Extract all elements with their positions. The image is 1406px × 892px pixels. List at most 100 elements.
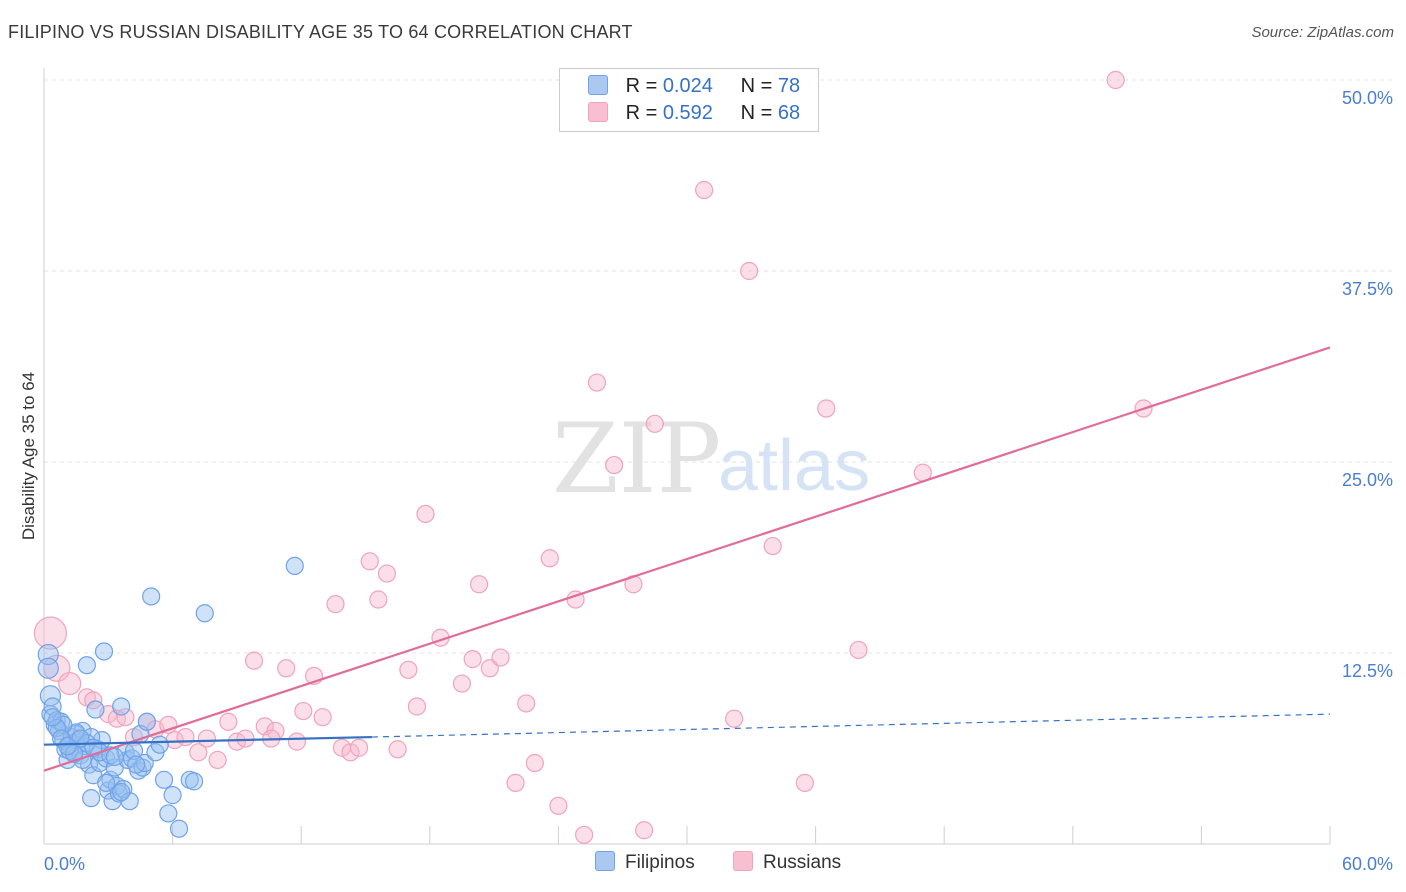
russians-point <box>116 708 135 727</box>
russians-point <box>236 729 255 748</box>
russians-point <box>287 732 307 751</box>
filipinos-point <box>195 604 214 623</box>
russians-point <box>635 821 654 840</box>
filipinos-point <box>127 755 146 774</box>
russians-point <box>480 659 499 678</box>
filipinos-legend-swatch <box>595 851 615 871</box>
legend-item-filipinos: Filipinos <box>595 851 695 874</box>
legend-r-label: R = <box>625 102 658 124</box>
legend-r-value: 0.024 <box>662 75 713 97</box>
filipinos-point <box>64 744 84 763</box>
russians-point <box>313 708 332 727</box>
chart-title: FILIPINO VS RUSSIAN DISABILITY AGE 35 TO… <box>8 22 633 42</box>
y-tick-label: 37.5% <box>1342 279 1393 299</box>
russians-point <box>294 701 313 721</box>
filipinos-point <box>47 718 66 737</box>
filipinos-point <box>52 729 71 748</box>
russians-point <box>388 740 407 759</box>
russians-point <box>399 660 418 679</box>
y-tick-labels: 12.5% 25.0% 37.5% 50.0% <box>1342 88 1393 681</box>
russians-point <box>645 414 664 433</box>
y-tick-label: 25.0% <box>1342 470 1393 490</box>
x-tick-label: 0.0% <box>44 854 85 874</box>
russians-point <box>452 674 472 693</box>
russians-point <box>208 750 227 770</box>
filipinos-point <box>112 782 131 802</box>
filipinos-point <box>184 772 204 791</box>
russians-point <box>58 671 82 696</box>
legend-r-value: 0.592 <box>662 102 713 124</box>
russians-point <box>33 616 68 650</box>
russians-point <box>540 549 559 568</box>
y-tick-label: 50.0% <box>1342 88 1393 108</box>
russians-point <box>416 504 435 524</box>
russians-point <box>326 595 345 614</box>
russians-points <box>33 70 1153 844</box>
filipinos-point <box>159 804 178 823</box>
legend-n-label: N = <box>740 75 773 97</box>
russians-point <box>575 825 594 844</box>
russians-point <box>197 729 216 748</box>
russians-point <box>360 552 379 571</box>
watermark: ZIP atlas <box>552 403 870 515</box>
russians-point <box>349 738 369 757</box>
russians-point <box>407 697 427 716</box>
filipinos-swatch <box>588 75 608 95</box>
russians-point <box>219 712 238 731</box>
russians-point <box>277 659 296 678</box>
russians-point <box>605 455 624 475</box>
russians-point <box>244 651 264 670</box>
russians-point <box>795 773 814 792</box>
russians-point <box>189 743 208 762</box>
russians-point <box>695 180 714 200</box>
russians-point <box>849 640 868 660</box>
russians-point <box>525 753 544 773</box>
russians-point <box>369 590 388 609</box>
russians-point <box>506 773 525 792</box>
filipinos-trend-line <box>43 735 372 746</box>
source-label: Source: ZipAtlas.com <box>1251 24 1394 41</box>
filipinos-point <box>150 735 169 754</box>
filipinos-point <box>154 770 174 789</box>
legend-r-label: R = <box>625 75 658 97</box>
russians-point <box>740 261 759 281</box>
russians-point <box>341 743 360 762</box>
russians-point <box>491 648 510 667</box>
trend-lines <box>43 346 1331 772</box>
russians-point <box>377 564 397 583</box>
filipinos-point <box>285 556 304 576</box>
x-tick-labels: 0.0% 60.0% <box>44 854 1393 874</box>
correlation-legend: R = 0.024 N = 78 R = 0.592 N = 68 <box>559 68 819 132</box>
legend-n-value: 68 <box>777 102 801 124</box>
legend-item-russians: Russians <box>733 851 841 874</box>
filipinos-point <box>86 700 105 719</box>
russians-point <box>1106 70 1125 90</box>
filipinos-point <box>58 737 77 756</box>
filipinos-point <box>142 587 161 606</box>
watermark-atlas: atlas <box>718 426 870 506</box>
legend-n-value: 78 <box>777 75 801 97</box>
gridlines <box>44 79 1392 654</box>
y-axis-label: Disability Age 35 to 64 <box>19 372 38 540</box>
russians-point <box>517 694 536 713</box>
russians-point <box>549 796 568 815</box>
russians-point <box>817 399 836 418</box>
russians-swatch <box>588 102 608 122</box>
y-tick-label: 12.5% <box>1342 661 1393 681</box>
filipinos-legend-label: Filipinos <box>625 852 695 873</box>
russians-point <box>469 575 489 594</box>
filipinos-trend-extension <box>371 713 1331 738</box>
x-tick-label: 60.0% <box>1342 854 1393 874</box>
russians-point <box>587 373 607 392</box>
russians-point <box>725 709 744 728</box>
filipinos-point <box>97 773 116 792</box>
legend-n-label: N = <box>740 102 773 124</box>
filipinos-point <box>43 697 62 716</box>
filipinos-point <box>112 697 131 716</box>
legend-row-russians: R = 0.592 N = 68 <box>588 102 800 125</box>
russians-trend-line <box>43 346 1331 772</box>
russians-legend-swatch <box>733 851 753 871</box>
watermark-zip: ZIP <box>552 403 721 515</box>
filipinos-point <box>94 642 114 661</box>
